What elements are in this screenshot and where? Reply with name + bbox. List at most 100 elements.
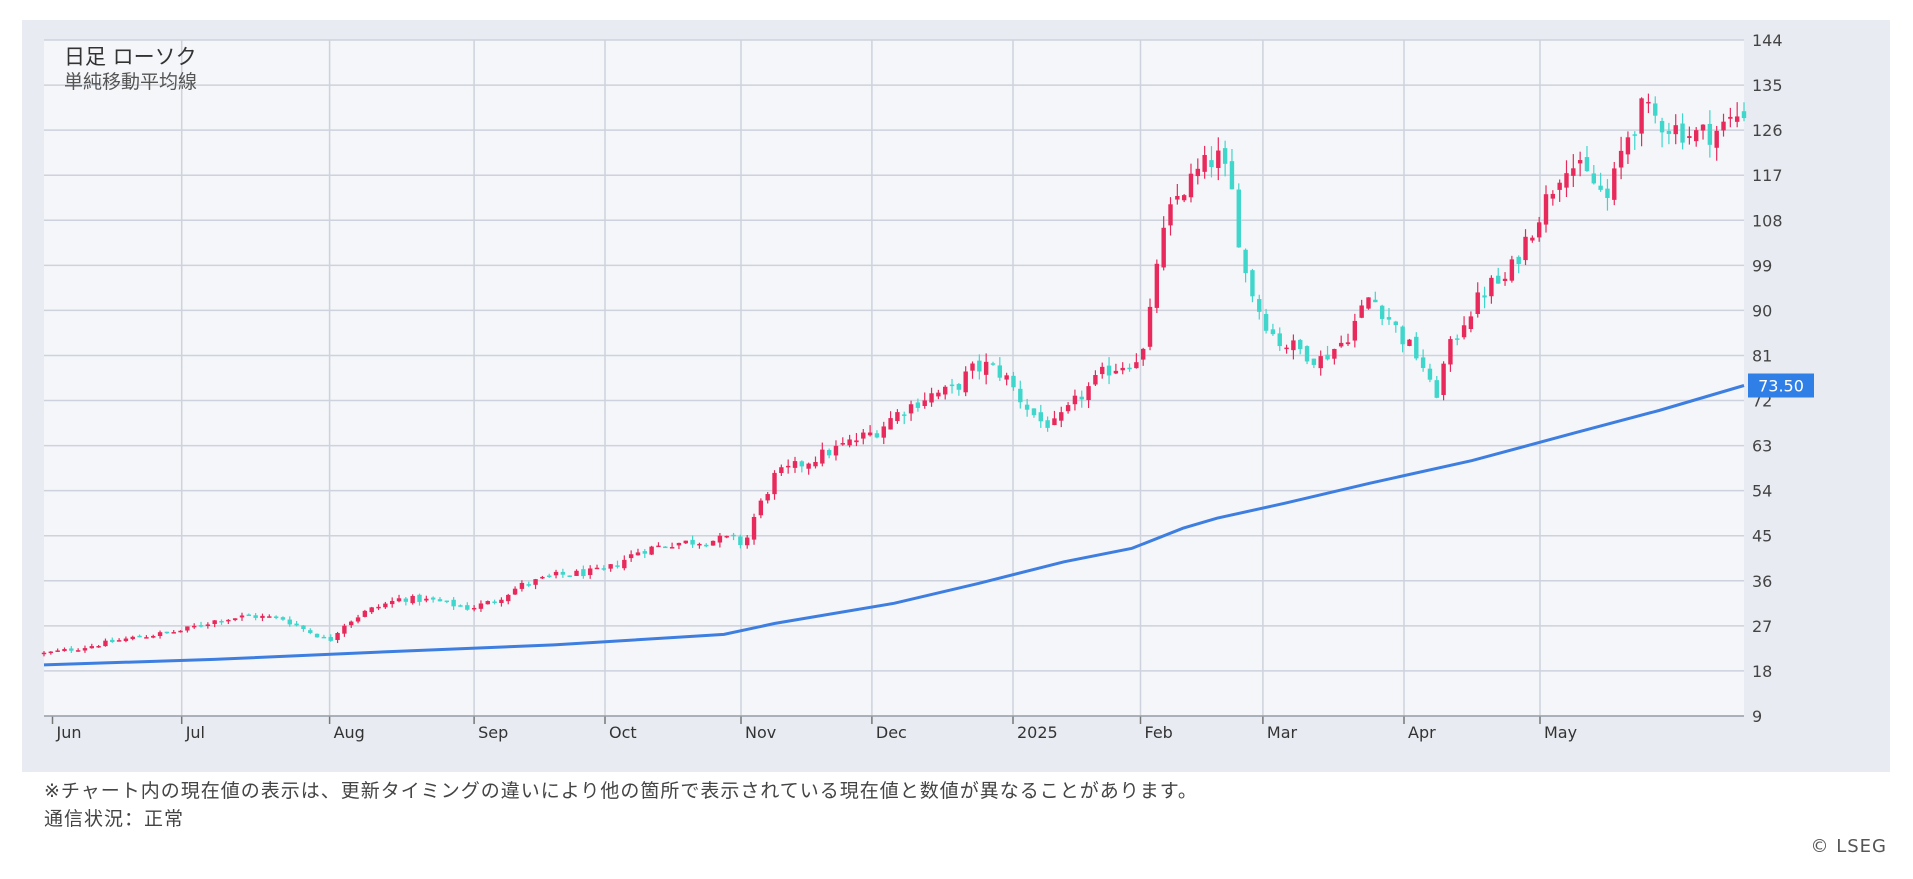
candle-body xyxy=(902,414,907,416)
candle-body xyxy=(403,598,409,602)
candle-body xyxy=(1345,342,1351,345)
plot-area[interactable] xyxy=(44,40,1744,716)
candle-body xyxy=(1482,295,1487,298)
candle-body xyxy=(1318,356,1323,369)
candle-body xyxy=(1400,326,1405,345)
candle-body xyxy=(1277,333,1282,347)
candle-body xyxy=(424,598,429,601)
candle-body xyxy=(1420,357,1426,368)
candle-body xyxy=(1584,157,1590,172)
candle-body xyxy=(328,636,333,641)
candle-body xyxy=(567,575,572,577)
candle-body xyxy=(745,537,750,546)
candle-body xyxy=(519,582,525,589)
candle-body xyxy=(704,544,709,547)
candle-body xyxy=(1127,367,1132,370)
candle-body xyxy=(1721,121,1726,131)
candle-body xyxy=(833,445,839,456)
candle-body xyxy=(55,650,60,652)
candle-body xyxy=(1516,256,1521,265)
y-tick-label: 99 xyxy=(1752,256,1772,275)
candle-body xyxy=(157,632,163,636)
candle-body xyxy=(430,597,436,600)
candle-body xyxy=(717,535,723,543)
x-tick-label: Jul xyxy=(185,723,205,742)
candle-body xyxy=(1100,366,1105,375)
candle-body xyxy=(151,635,156,638)
candle-body xyxy=(820,449,825,464)
candle-body xyxy=(383,603,388,608)
y-tick-label: 81 xyxy=(1752,346,1772,365)
candle-body xyxy=(1694,130,1699,142)
candle-body xyxy=(765,494,770,501)
candle-body xyxy=(1475,292,1480,314)
candle-body xyxy=(990,363,996,365)
candle-body xyxy=(888,418,893,430)
candle-body xyxy=(335,633,340,640)
candle-body xyxy=(970,363,975,371)
candle-body xyxy=(164,631,170,634)
candle-body xyxy=(137,635,142,638)
candle-body xyxy=(1113,370,1119,374)
x-tick-label: Mar xyxy=(1267,723,1298,742)
candle-body xyxy=(1393,321,1399,326)
stock-chart[interactable]: 9 18 27 36 45 54 63 72 81 90 99 108 117 126 135 144 Jun… xyxy=(0,0,1913,780)
candle-body xyxy=(1523,236,1528,261)
candle-body xyxy=(342,625,347,634)
y-tick-label: 144 xyxy=(1752,31,1783,50)
candle-body xyxy=(499,599,504,604)
candle-body xyxy=(1550,193,1556,199)
candle-body xyxy=(1311,358,1317,365)
candle-body xyxy=(1448,339,1453,365)
candle-body xyxy=(1359,305,1364,318)
candle-body xyxy=(956,383,962,390)
candle-body xyxy=(581,569,586,577)
x-tick-label: Aug xyxy=(334,723,365,742)
y-tick-label: 126 xyxy=(1752,121,1783,140)
y-tick-label: 135 xyxy=(1752,76,1783,95)
candle-body xyxy=(697,543,702,546)
candle-body xyxy=(1079,396,1084,400)
y-tick-label: 27 xyxy=(1752,617,1772,636)
candle-body xyxy=(1543,194,1549,225)
candle-body xyxy=(253,615,258,618)
candle-body xyxy=(936,392,941,397)
candle-body xyxy=(1011,375,1016,388)
candle-body xyxy=(792,461,798,468)
candle-body xyxy=(1612,168,1617,200)
candle-body xyxy=(1298,339,1303,350)
candle-body xyxy=(1366,297,1371,309)
x-tick-label: Dec xyxy=(876,723,907,742)
candle-body xyxy=(594,567,600,570)
candle-body xyxy=(1250,270,1255,297)
candle-body xyxy=(622,559,627,569)
candle-body xyxy=(1175,195,1180,200)
candle-body xyxy=(1379,305,1385,319)
candle-body xyxy=(1577,160,1583,164)
candle-body xyxy=(628,554,634,559)
candle-body xyxy=(1741,111,1747,119)
candle-body xyxy=(1161,227,1166,268)
candle-body xyxy=(1243,249,1248,274)
candle-body xyxy=(1154,263,1160,308)
candle-body xyxy=(1441,363,1446,395)
y-tick-label: 108 xyxy=(1752,211,1783,230)
candle-body xyxy=(813,461,818,467)
moving-average-line xyxy=(43,384,1745,667)
candle-body xyxy=(1427,368,1433,380)
candle-body xyxy=(1045,420,1050,428)
candle-body xyxy=(1714,130,1719,148)
candle-body xyxy=(1659,121,1665,133)
chart-title: 日足 ローソク xyxy=(64,45,197,69)
candle-body xyxy=(308,630,313,633)
candle-body xyxy=(1687,136,1692,138)
candle-body xyxy=(1216,150,1221,168)
candle-body xyxy=(1270,329,1276,335)
candle-body xyxy=(779,467,784,474)
candle-body xyxy=(212,620,217,624)
candle-body xyxy=(601,568,607,570)
candle-body xyxy=(1291,340,1296,351)
candle-body xyxy=(301,625,306,630)
candle-body xyxy=(997,365,1003,378)
